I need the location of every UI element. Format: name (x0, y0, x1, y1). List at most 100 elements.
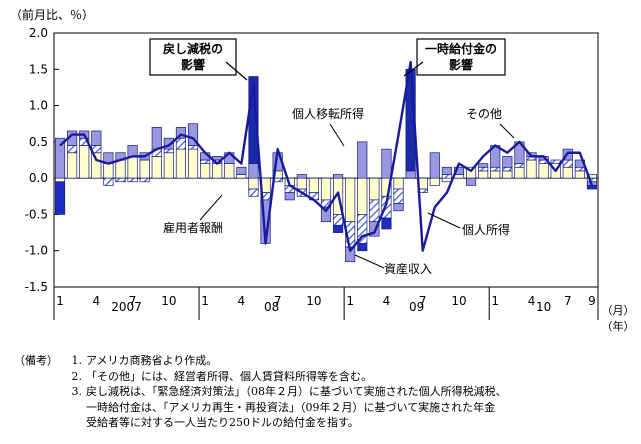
asset-income-bar (333, 214, 344, 226)
transfer-income-bar (357, 141, 368, 179)
transfer-income-bar (466, 177, 477, 186)
employee-comp-bar (54, 177, 66, 183)
employee-comp-bar (67, 152, 78, 179)
transfer-income-bar (284, 192, 295, 201)
asset-income-bar (103, 177, 114, 186)
transfer-income-bar (502, 156, 513, 168)
note-1-number: 1. (71, 354, 83, 367)
y-tick-label: -1.5 (25, 280, 48, 294)
tax-rebate-label: 影響 (181, 57, 205, 72)
employee-comp-bar (212, 163, 223, 179)
transfer-income-bar (333, 174, 344, 179)
employee-comp-bar (248, 177, 259, 190)
transfer-income-bar (127, 145, 138, 157)
y-axis-title: （前月比、％） (10, 7, 94, 22)
transfer-income-bar (187, 123, 199, 146)
x-tick-label: 7 (274, 294, 282, 308)
employee-comp-bar (357, 177, 368, 215)
x-year-label: 10 (536, 300, 551, 314)
asset-income-bar (574, 166, 585, 172)
transfer-income-bar (248, 163, 259, 179)
x-tick-label: 4 (92, 294, 100, 308)
note-1: （備考） 1. アメリカ商務省より作成。 (14, 353, 634, 369)
employee-comp-bar (574, 170, 585, 179)
lump-sum-leader (403, 61, 424, 77)
employee-comp-bar (91, 152, 102, 179)
asset-income-bar (478, 166, 489, 172)
employee-comp-bar (345, 177, 356, 223)
employee-comp-leader (199, 194, 223, 221)
asset-income-bar (139, 177, 150, 183)
employee-comp-bar (320, 177, 332, 201)
transfer-income-bar (236, 166, 247, 175)
personal-income-line (59, 60, 594, 252)
note-3-text-line-1: 戻し減税は、「緊急経済対策法」（08年２月）に基づいて実施された個人所得税減税、 (86, 385, 507, 398)
transfer-income-bar (405, 170, 416, 179)
x-tick-label: 4 (383, 294, 391, 308)
employee-comp-bar (151, 156, 162, 179)
asset-income-bar (550, 159, 561, 164)
x-tick-label: 1 (491, 294, 499, 308)
lump-sum-label: 影響 (449, 57, 473, 72)
employee-comp-bar (429, 177, 440, 186)
y-tick-label: 1.0 (29, 99, 48, 113)
chart-svg: （前月比、％） 2.0 1.5 1.0 0.5 0.0 -0.5 -1.0 -1.5 1 4 7 10 1… (10, 7, 635, 333)
x-tick-label: 10 (451, 294, 466, 308)
x-tick-label: 10 (306, 294, 321, 308)
x-tick-label: 4 (528, 294, 536, 308)
employee-comp-bar (490, 170, 501, 179)
lump-sum-label: 一時給付金の (425, 41, 497, 56)
transfer-income-leader (329, 123, 345, 147)
asset-income-bar (175, 137, 186, 150)
y-tick-label: 2.0 (29, 26, 48, 40)
employee-comp-bar (163, 152, 174, 179)
transfer-income-bar (320, 206, 332, 223)
asset-income-bar (200, 159, 211, 164)
employee-comp-bar (115, 159, 126, 179)
employee-comp-bar (526, 159, 537, 179)
chart: （前月比、％） 2.0 1.5 1.0 0.5 0.0 -0.5 -1.0 -1.5 1 4 7 10 1… (10, 7, 635, 333)
asset-income-bar (562, 159, 573, 168)
x-year-label: 2007 (111, 300, 142, 314)
transfer-income-bar (478, 163, 489, 168)
note-2-text: 「その他」には、経営者所得、個人賃貸料所得等を含む。 (86, 369, 372, 383)
other-bar (54, 181, 66, 215)
employee-comp-bar (453, 174, 465, 179)
lump-sum-label-box (416, 38, 506, 76)
other-bar (333, 224, 344, 233)
employee-comp-bar (502, 170, 513, 179)
employee-comp-bar (369, 177, 380, 201)
employee-comp-bar (538, 163, 549, 179)
asset-income-leader (354, 254, 385, 269)
x-unit-year: （年） (602, 319, 635, 333)
asset-income-bar (127, 177, 138, 183)
y-tick-label: 0.5 (29, 135, 48, 149)
asset-income-bar (490, 166, 501, 172)
transfer-income-bar (91, 130, 102, 146)
asset-income-label: 資産収入 (384, 261, 432, 276)
x-tick-label: 7 (419, 294, 427, 308)
other-bar (357, 243, 368, 252)
transfer-income-bar (369, 221, 380, 237)
transfer-income-bar (151, 126, 162, 150)
x-unit-month: （月） (602, 304, 635, 317)
employee-comp-bar (200, 163, 211, 179)
other-leader (499, 123, 515, 139)
employee-comp-bar (187, 148, 199, 179)
x-tick-label: 4 (238, 294, 246, 308)
note-3: 3. 戻し減税は、「緊急経済対策法」（08年２月）に基づいて実施された個人所得税… (14, 384, 634, 400)
employee-comp-bar (514, 166, 525, 179)
tax-rebate-label-box (149, 38, 237, 76)
asset-income-bar (187, 145, 199, 150)
employee-comp-label: 雇用者報酬 (163, 220, 223, 235)
transfer-income-bar (175, 126, 186, 139)
employee-comp-bar (175, 148, 186, 179)
note-3-text-line-3: 受給者等に対する一人当たり250ドルの給付金を指す。 (86, 416, 359, 429)
transfer-income-bar (441, 166, 452, 175)
asset-income-bar (502, 166, 513, 172)
asset-income-bar (393, 188, 404, 204)
transfer-income-bar (381, 148, 392, 179)
note-3-text-line-2: 一時給付金は、「アメリカ再生・再投資法」（09年２月）に基づいて実施された年金 (86, 400, 496, 414)
note-2: 2. 「その他」には、経営者所得、個人賃貸料所得等を含む。 (14, 369, 634, 385)
employee-comp-bar (296, 177, 307, 190)
